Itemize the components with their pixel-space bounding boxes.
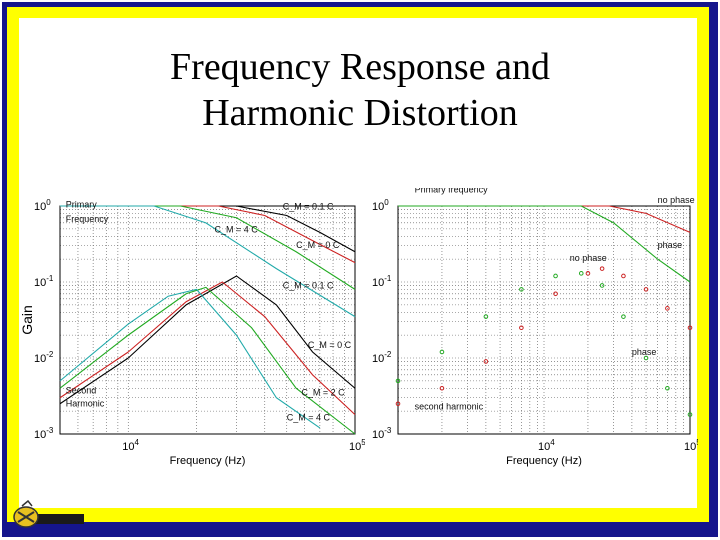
right-chart-series-3-marker <box>395 378 401 384</box>
right-chart-series-2-marker <box>687 325 693 331</box>
right-chart-series-1-line <box>398 205 691 283</box>
logo-icon <box>13 499 84 528</box>
right-chart-annotation: phase <box>632 347 657 357</box>
right-chart-series-2-marker <box>621 273 626 279</box>
right-chart-y-tick-label: 10-3 <box>372 426 392 441</box>
left-chart-annotation: C_M = 0 C <box>296 240 340 250</box>
slide-title: Frequency Response and Harmonic Distorti… <box>60 44 660 136</box>
right-chart-series-3-marker <box>621 314 626 319</box>
left-chart-series-3-line <box>60 205 356 318</box>
right-chart-y-tick-exponent: -2 <box>384 350 392 359</box>
right-chart-x-tick-exponent: 4 <box>550 438 555 447</box>
left-chart-series-1-second-harmonic-line <box>59 281 356 416</box>
left-chart-series-0-second-harmonic-line <box>59 275 356 405</box>
right-chart-series-2-marker <box>483 359 489 364</box>
left-chart-annotation: Second <box>66 386 97 396</box>
right-chart-y-tick-exponent: -1 <box>384 274 392 283</box>
right-chart-series-3-marker <box>665 385 670 391</box>
right-chart-series-3-marker <box>553 273 558 279</box>
left-plot: 104 105 100 10-1 10-2 10-3 Frequency (Hz) Gain P… <box>20 188 365 470</box>
right-chart-annotation: no phase <box>658 195 695 205</box>
left-chart-y-tick-exponent: 0 <box>46 198 51 207</box>
left-chart-y-tick-label: 10-2 <box>34 350 54 365</box>
left-chart-svg: 104 105 100 10-1 10-2 10-3 Frequency (Hz) Gain P… <box>20 198 365 467</box>
slide-canvas <box>19 18 697 508</box>
right-chart-series-3-marker <box>578 271 584 276</box>
right-chart-series-3-marker <box>643 355 649 361</box>
left-chart-y-axis-label: Gain <box>20 305 35 335</box>
right-chart-series-3-marker <box>439 349 445 355</box>
left-chart-annotation: C_M = 0.1 C <box>283 201 334 211</box>
left-chart-y-tick-exponent: -3 <box>46 426 54 435</box>
left-chart-annotation: C_M = 4 C <box>287 413 331 423</box>
right-chart-series-3-marker <box>687 412 693 417</box>
right-chart-y-tick-exponent: -3 <box>384 426 392 435</box>
left-chart-series-3-second-harmonic-line <box>59 288 321 429</box>
slide-title-line-2: Harmonic Distortion <box>202 92 518 134</box>
left-chart-annotation: Frequency <box>66 214 109 224</box>
right-chart-annotation: phase <box>658 240 683 250</box>
right-chart-series-2-marker <box>395 401 401 407</box>
left-chart-x-tick-label: 105 <box>349 438 365 453</box>
left-chart-y-tick-label: 10-3 <box>34 426 54 441</box>
right-chart-x-tick-label: 105 <box>684 438 698 453</box>
right-chart-series-2-marker <box>519 325 524 331</box>
left-chart-x-axis-label: Frequency (Hz) <box>170 455 246 467</box>
left-chart-x-tick-exponent: 4 <box>135 438 140 447</box>
right-chart-grid <box>397 206 690 435</box>
right-chart-series-2-marker <box>439 385 445 391</box>
right-chart-svg: 104 105 100 10-1 10-2 10-3 Frequency (Hz) Prima… <box>372 188 698 467</box>
right-chart-x-tick-exponent: 5 <box>696 438 698 447</box>
logo <box>8 499 88 534</box>
right-chart-y-tick-label: 10-2 <box>372 350 392 365</box>
right-chart-annotation: second harmonic <box>415 402 484 412</box>
right-chart-series-2-marker <box>665 306 670 311</box>
right-chart-series-3-marker <box>599 283 605 288</box>
left-chart-y-tick-exponent: -1 <box>46 274 54 283</box>
right-chart-series-2-marker <box>643 287 649 292</box>
right-chart-x-axis-label: Frequency (Hz) <box>506 455 582 467</box>
right-chart-series-3-marker <box>519 287 524 292</box>
left-chart-annotation: C_M = 2 C <box>301 388 345 398</box>
left-chart-annotation: C_M = 0 C <box>308 340 352 350</box>
slide-title-line-1: Frequency Response and <box>170 46 550 88</box>
left-chart-y-tick-label: 10-1 <box>34 274 54 289</box>
left-chart-y-tick-label: 100 <box>34 198 51 213</box>
right-plot: 104 105 100 10-1 10-2 10-3 Frequency (Hz) Prima… <box>368 188 698 470</box>
left-chart-annotation: Harmonic <box>66 399 105 409</box>
left-chart-annotation: C_M = 4 C <box>214 224 258 234</box>
right-chart-x-tick-label: 104 <box>538 438 555 453</box>
left-chart-annotation: Primary <box>66 200 97 210</box>
right-chart-y-tick-exponent: 0 <box>384 198 389 207</box>
right-chart-series-3-marker <box>483 314 489 319</box>
left-chart-annotation: C_M = 0.1 C <box>283 281 334 291</box>
left-chart-y-tick-exponent: -2 <box>46 350 54 359</box>
left-chart-x-tick-label: 104 <box>122 438 139 453</box>
left-chart-x-tick-exponent: 5 <box>361 438 365 447</box>
left-chart-series-2-second-harmonic-line <box>59 286 356 435</box>
right-chart-annotation: no phase <box>570 253 607 263</box>
left-chart-grid <box>59 206 355 435</box>
right-chart-series-2-marker <box>585 271 591 276</box>
right-chart-y-tick-label: 100 <box>372 198 389 213</box>
right-chart-series-2-marker <box>599 266 605 271</box>
right-chart-annotation: Primary frequency <box>415 188 489 195</box>
right-chart-series-2-marker <box>553 291 558 297</box>
right-chart-y-tick-label: 10-1 <box>372 274 392 289</box>
